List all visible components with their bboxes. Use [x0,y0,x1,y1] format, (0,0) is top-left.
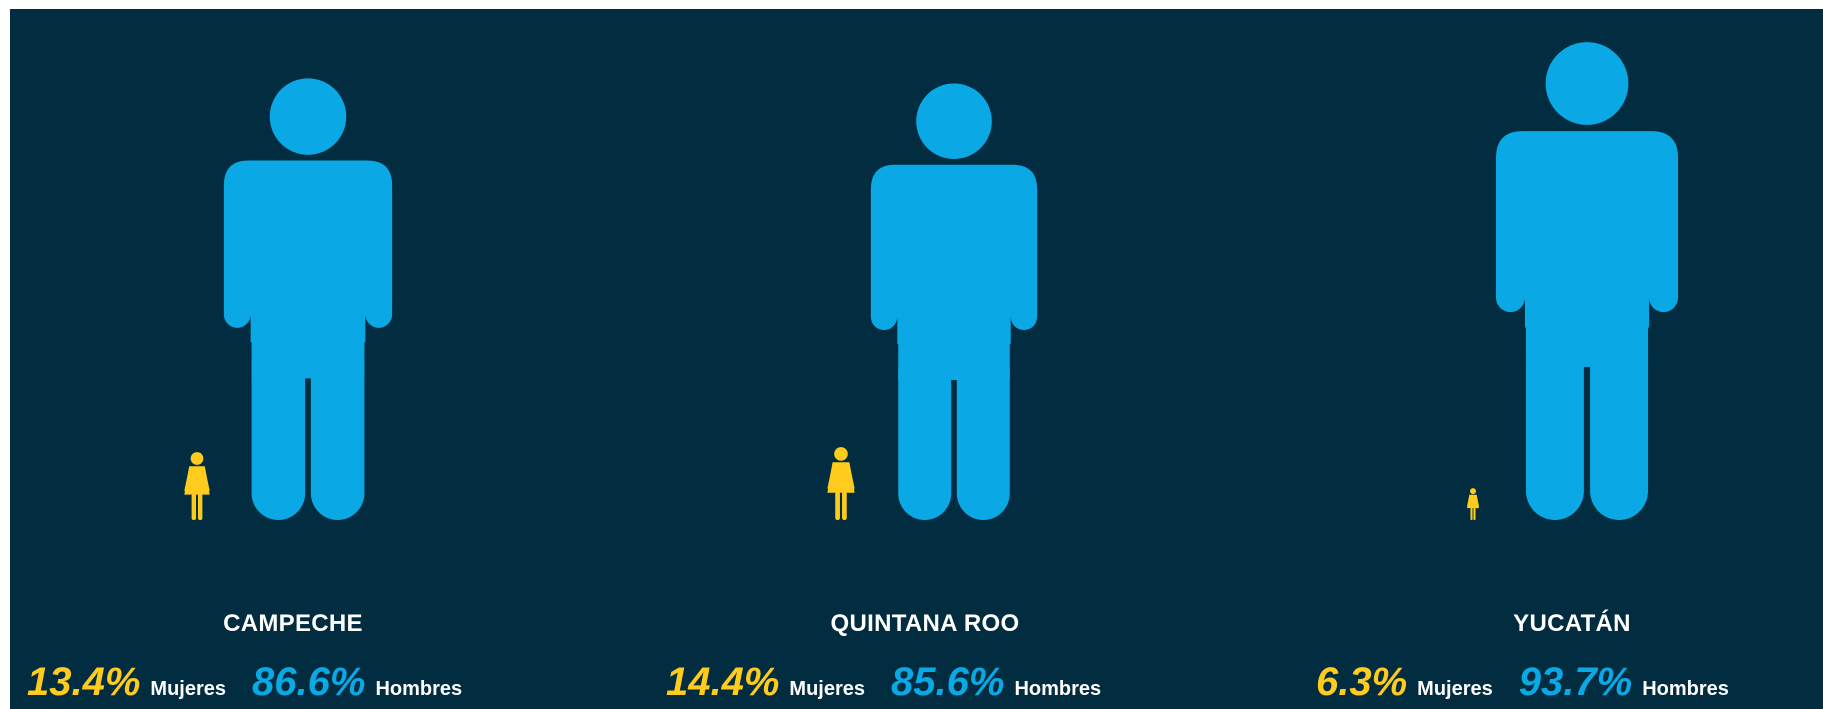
stats-yucatan: 6.3% Mujeres 93.7% Hombres [1316,660,1729,708]
state-name-campeche: CAMPECHE [223,610,363,637]
woman-figure-quintana-roo [827,447,855,520]
women-percent: 13.4% [27,660,141,704]
men-label: Hombres [1014,678,1102,700]
pictogram-chart [184,42,1679,520]
man-figure-yucat-n [1495,42,1679,520]
state-name-quintana-roo: QUINTANA ROO [830,610,1020,637]
woman-figure-campeche [184,452,210,520]
women-label: Mujeres [1417,678,1493,700]
stats-quintana-roo: 14.4% Mujeres 85.6% Hombres [666,660,1101,708]
men-label: Hombres [375,678,463,700]
man-figure-campeche [223,78,393,520]
men-percent: 93.7% [1518,660,1633,704]
women-label: Mujeres [789,678,866,700]
stats-campeche: 13.4% Mujeres 86.6% Hombres [27,660,462,708]
woman-figure-yucat-n [1467,488,1479,520]
men-label: Hombres [1642,678,1729,700]
women-percent: 14.4% [666,660,780,704]
men-percent: 86.6% [252,660,366,704]
women-percent: 6.3% [1316,660,1408,704]
state-name-yucatan: YUCATÁN [1513,610,1631,637]
women-label: Mujeres [150,678,227,700]
men-percent: 85.6% [891,660,1005,704]
man-figure-quintana-roo [870,83,1038,520]
chart-panel: CAMPECHE 13.4% Mujeres 86.6% Hombres QUINTA… [10,9,1823,709]
